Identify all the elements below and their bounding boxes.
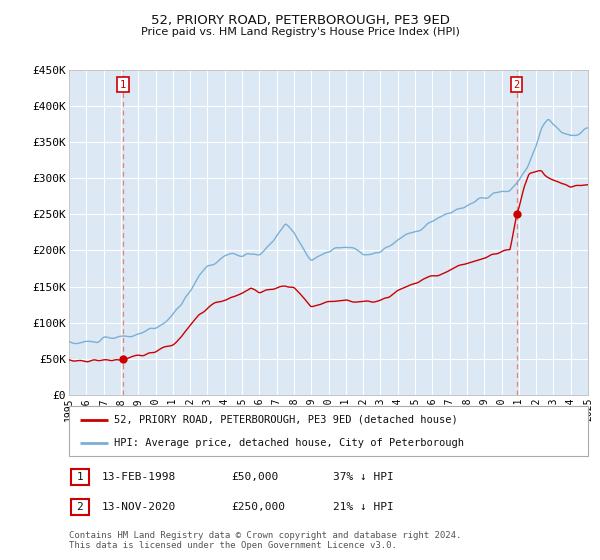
Text: 52, PRIORY ROAD, PETERBOROUGH, PE3 9ED: 52, PRIORY ROAD, PETERBOROUGH, PE3 9ED (151, 14, 449, 27)
Text: £50,000: £50,000 (231, 472, 278, 482)
Text: 52, PRIORY ROAD, PETERBOROUGH, PE3 9ED (detached house): 52, PRIORY ROAD, PETERBOROUGH, PE3 9ED (… (114, 414, 458, 424)
Text: 13-NOV-2020: 13-NOV-2020 (102, 502, 176, 512)
Text: 2: 2 (76, 502, 83, 512)
Text: 21% ↓ HPI: 21% ↓ HPI (333, 502, 394, 512)
Text: 1: 1 (120, 80, 126, 90)
Text: 2: 2 (514, 80, 520, 90)
Text: 37% ↓ HPI: 37% ↓ HPI (333, 472, 394, 482)
Text: 1: 1 (76, 472, 83, 482)
Text: 13-FEB-1998: 13-FEB-1998 (102, 472, 176, 482)
Text: HPI: Average price, detached house, City of Peterborough: HPI: Average price, detached house, City… (114, 438, 464, 448)
Text: Price paid vs. HM Land Registry's House Price Index (HPI): Price paid vs. HM Land Registry's House … (140, 27, 460, 37)
Text: £250,000: £250,000 (231, 502, 285, 512)
Text: Contains HM Land Registry data © Crown copyright and database right 2024.
This d: Contains HM Land Registry data © Crown c… (69, 530, 461, 550)
